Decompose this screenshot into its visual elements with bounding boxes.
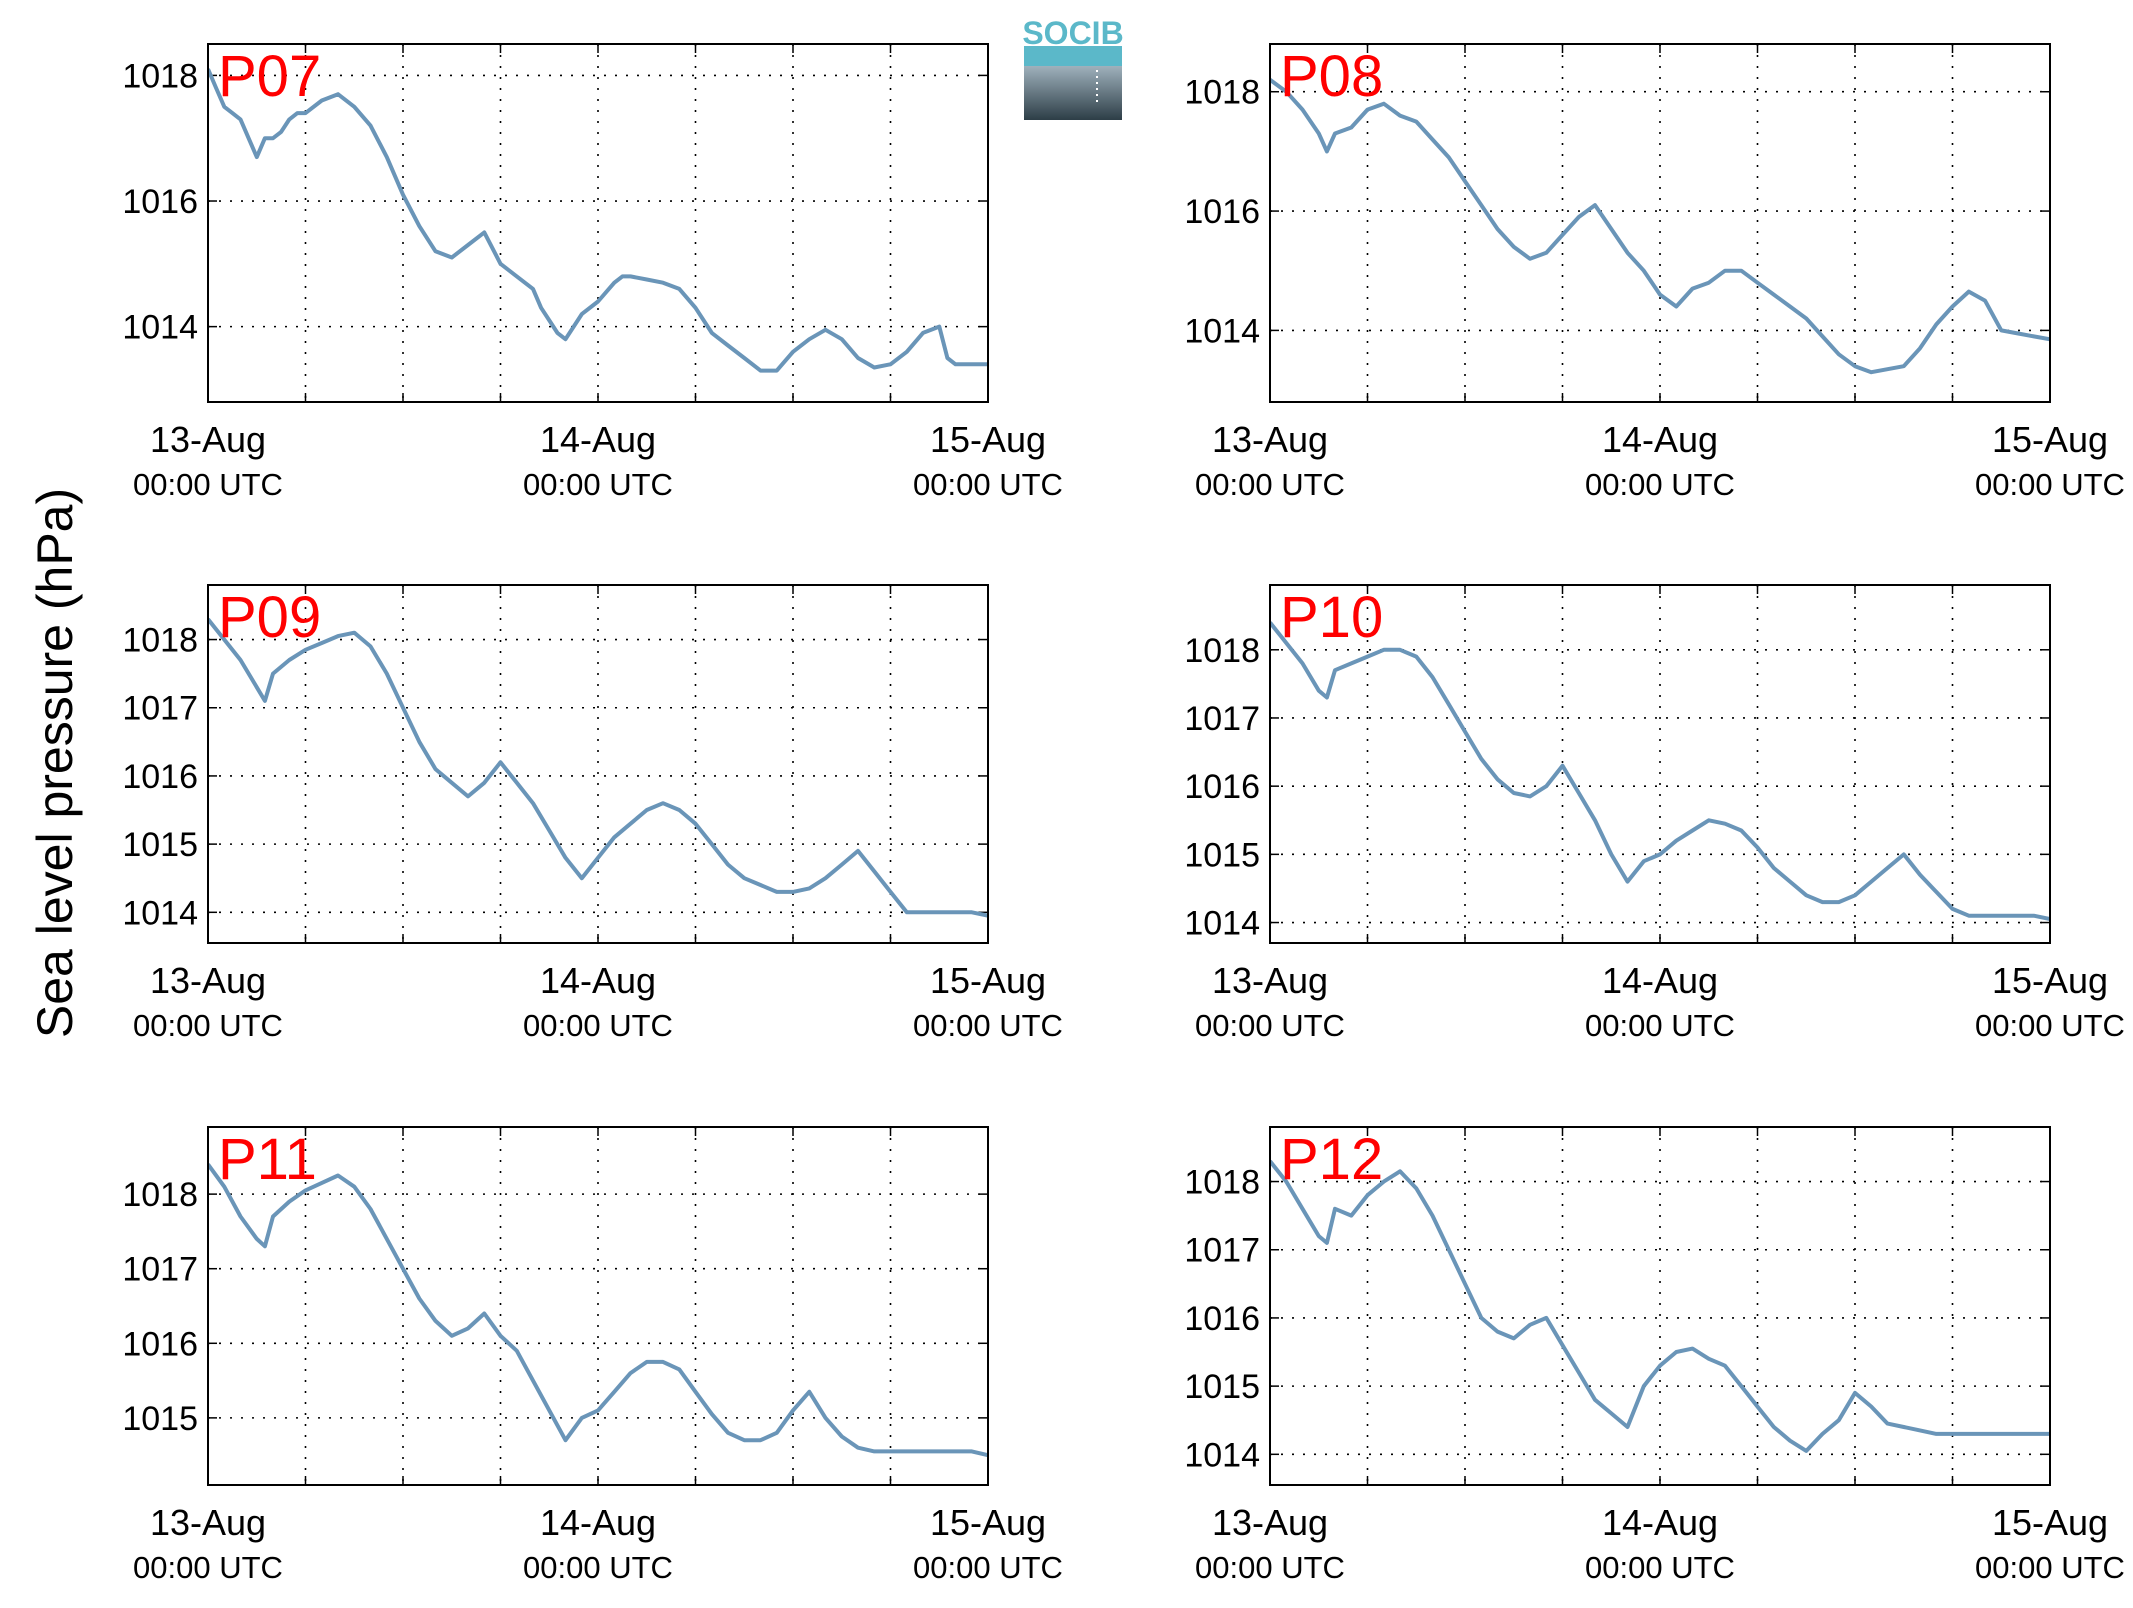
panels: 1014 1016 1018 P07 13-Aug 00:00 UTC 14-Aug 00:0… [122,43,2125,1585]
x-tick-label-date: 13-Aug [1212,419,1328,460]
pressure-series-line [1270,1159,2050,1453]
y-tick-label: 1018 [122,57,198,95]
x-tick-label-time: 00:00 UTC [1195,467,1345,502]
axes-frame [207,584,989,944]
panel-label: P07 [218,44,321,109]
y-tick-label: 1016 [1184,768,1260,806]
y-tick-label: 1018 [122,622,198,660]
x-tick-label-time: 00:00 UTC [133,1550,283,1585]
x-tick-label-time: 00:00 UTC [1195,1008,1345,1043]
y-tick-label: 1015 [1184,836,1260,874]
panel-p11: 1015 1016 1017 1018 P11 13-Aug 00:00 UTC 14-Aug… [122,1126,1063,1585]
x-tick-label-time: 00:00 UTC [1195,1550,1345,1585]
y-tick-label: 1014 [1184,905,1260,943]
logo-wave-band [1024,46,1122,68]
x-tick-label-time: 00:00 UTC [523,1008,673,1043]
panel-label: P09 [218,585,321,650]
y-tick-label: 1017 [122,1251,198,1289]
panel-p07: 1014 1016 1018 P07 13-Aug 00:00 UTC 14-Aug 00:0… [122,43,1063,502]
y-tick-label: 1014 [122,309,198,347]
x-tick-label-date: 13-Aug [150,1502,266,1543]
y-tick-label: 1018 [1184,74,1260,112]
pressure-series-line [1270,78,2050,375]
panel-p09: 1014 1015 1016 1017 1018 P09 13-Aug 00:00 UTC 14… [122,584,1063,1043]
x-tick-label-date: 13-Aug [150,419,266,460]
x-tick-label-time: 00:00 UTC [1975,467,2125,502]
pressure-series-line [208,68,988,373]
x-tick-label-date: 15-Aug [930,419,1046,460]
axes-frame [207,1126,989,1486]
x-tick-label-date: 15-Aug [1992,960,2108,1001]
panel-label: P10 [1280,585,1383,650]
y-tick-label: 1018 [122,1176,198,1214]
y-tick-label: 1014 [1184,312,1260,350]
logo-water-block [1024,66,1122,120]
y-axis-label: Sea level pressure (hPa) [27,488,83,1038]
x-tick-label-date: 15-Aug [930,960,1046,1001]
y-tick-label: 1017 [1184,700,1260,738]
x-tick-label-time: 00:00 UTC [913,1550,1063,1585]
plot-area [208,585,988,943]
axes-frame [1269,1126,2051,1486]
x-tick-label-date: 14-Aug [1602,1502,1718,1543]
x-tick-label-time: 00:00 UTC [913,1008,1063,1043]
x-tick-label-time: 00:00 UTC [1585,467,1735,502]
y-tick-label: 1016 [1184,193,1260,231]
axes-frame [207,43,989,403]
panel-label: P11 [218,1127,317,1192]
y-tick-label: 1016 [1184,1300,1260,1338]
x-tick-label-time: 00:00 UTC [523,1550,673,1585]
x-tick-label-date: 14-Aug [540,1502,656,1543]
x-tick-label-time: 00:00 UTC [1585,1550,1735,1585]
x-tick-label-time: 00:00 UTC [133,467,283,502]
x-tick-label-date: 15-Aug [930,1502,1046,1543]
x-tick-label-date: 14-Aug [1602,960,1718,1001]
y-tick-label: 1018 [1184,632,1260,670]
panel-p10: 1014 1015 1016 1017 1018 P10 13-Aug 00:00 UTC 14… [1184,584,2125,1043]
pressure-series-line [1270,621,2050,922]
y-tick-label: 1017 [122,690,198,728]
x-tick-label-time: 00:00 UTC [913,467,1063,502]
x-tick-label-time: 00:00 UTC [523,467,673,502]
plot-area [1270,44,2050,402]
y-tick-label: 1015 [1184,1368,1260,1406]
x-tick-label-date: 14-Aug [1602,419,1718,460]
y-tick-label: 1015 [122,826,198,864]
x-tick-label-date: 14-Aug [540,960,656,1001]
y-tick-label: 1014 [1184,1436,1260,1474]
y-tick-label: 1016 [122,183,198,221]
x-tick-label-date: 13-Aug [1212,1502,1328,1543]
panel-p12: 1014 1015 1016 1017 1018 P12 13-Aug 00:00 UTC 14… [1184,1126,2125,1585]
pressure-series-line [208,617,988,918]
x-tick-label-time: 00:00 UTC [133,1008,283,1043]
y-tick-label: 1016 [122,1325,198,1363]
panel-p08: 1014 1016 1018 P08 13-Aug 00:00 UTC 14-Aug 00:0… [1184,43,2125,502]
x-tick-label-date: 14-Aug [540,419,656,460]
y-tick-label: 1015 [122,1400,198,1438]
panel-label: P08 [1280,44,1383,109]
x-tick-label-date: 15-Aug [1992,419,2108,460]
x-tick-label-date: 13-Aug [1212,960,1328,1001]
x-tick-label-time: 00:00 UTC [1975,1008,2125,1043]
y-tick-label: 1018 [1184,1164,1260,1202]
x-tick-label-date: 13-Aug [150,960,266,1001]
x-tick-label-date: 15-Aug [1992,1502,2108,1543]
logo-text: SOCIB [1022,15,1123,51]
panel-label: P12 [1280,1127,1383,1192]
y-tick-label: 1014 [122,894,198,932]
axes-frame [1269,43,2051,403]
x-tick-label-time: 00:00 UTC [1585,1008,1735,1043]
pressure-series-line [208,1163,988,1458]
y-tick-label: 1016 [122,758,198,796]
socib-logo: SOCIB [1022,15,1124,120]
x-tick-label-time: 00:00 UTC [1975,1550,2125,1585]
axes-frame [1269,584,2051,944]
y-tick-label: 1017 [1184,1232,1260,1270]
